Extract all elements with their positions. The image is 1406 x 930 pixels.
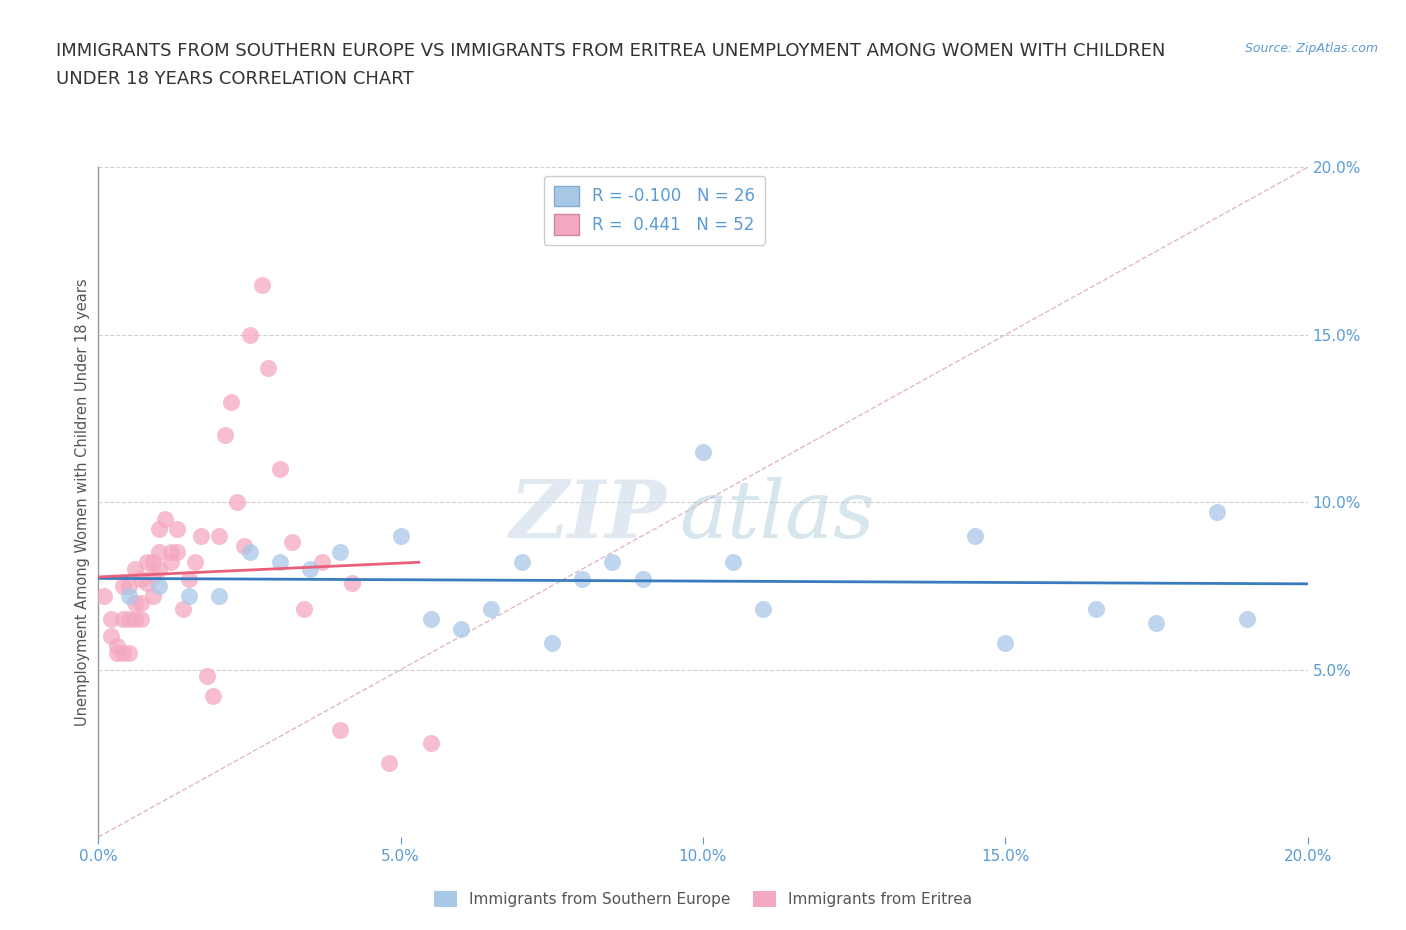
Point	[342, 575, 364, 590]
Point	[571, 572, 593, 587]
Point	[177, 589, 201, 604]
Point	[184, 555, 207, 570]
Point	[111, 612, 134, 627]
Point	[177, 572, 201, 587]
Point	[148, 562, 170, 577]
Point	[148, 578, 170, 593]
Point	[148, 545, 170, 560]
Point	[329, 545, 352, 560]
Point	[214, 428, 236, 443]
Legend: Immigrants from Southern Europe, Immigrants from Eritrea: Immigrants from Southern Europe, Immigra…	[427, 884, 979, 913]
Point	[208, 528, 231, 543]
Point	[269, 555, 291, 570]
Point	[1144, 616, 1167, 631]
Point	[1236, 612, 1258, 627]
Point	[256, 361, 278, 376]
Point	[111, 578, 134, 593]
Point	[129, 612, 152, 627]
Text: IMMIGRANTS FROM SOUTHERN EUROPE VS IMMIGRANTS FROM ERITREA UNEMPLOYMENT AMONG WO: IMMIGRANTS FROM SOUTHERN EUROPE VS IMMIG…	[56, 42, 1166, 60]
Point	[202, 689, 225, 704]
Point	[1085, 602, 1108, 617]
Point	[160, 545, 183, 560]
Point	[602, 555, 624, 570]
Point	[994, 635, 1017, 650]
Point	[377, 756, 399, 771]
Point	[419, 612, 441, 627]
Point	[292, 602, 315, 617]
Point	[118, 645, 141, 660]
Point	[105, 639, 128, 654]
Point	[239, 327, 262, 342]
Point	[269, 461, 291, 476]
Point	[166, 545, 188, 560]
Point	[135, 575, 157, 590]
Point	[142, 589, 165, 604]
Point	[1206, 505, 1229, 520]
Point	[510, 555, 533, 570]
Point	[172, 602, 194, 617]
Text: UNDER 18 YEARS CORRELATION CHART: UNDER 18 YEARS CORRELATION CHART	[56, 70, 413, 87]
Point	[153, 512, 176, 526]
Point	[232, 538, 254, 553]
Point	[142, 555, 165, 570]
Point	[299, 562, 322, 577]
Point	[389, 528, 412, 543]
Point	[124, 595, 146, 610]
Point	[118, 578, 141, 593]
Point	[100, 612, 122, 627]
Point	[118, 589, 141, 604]
Y-axis label: Unemployment Among Women with Children Under 18 years: Unemployment Among Women with Children U…	[75, 278, 90, 726]
Point	[250, 277, 273, 292]
Point	[100, 629, 122, 644]
Point	[450, 622, 472, 637]
Point	[105, 645, 128, 660]
Point	[118, 612, 141, 627]
Point	[481, 602, 503, 617]
Point	[124, 612, 146, 627]
Point	[142, 568, 165, 583]
Point	[311, 555, 333, 570]
Text: ZIP: ZIP	[510, 477, 666, 554]
Legend: R = -0.100   N = 26, R =  0.441   N = 52: R = -0.100 N = 26, R = 0.441 N = 52	[544, 176, 765, 245]
Text: atlas: atlas	[679, 477, 875, 554]
Point	[129, 595, 152, 610]
Point	[135, 555, 157, 570]
Point	[226, 495, 249, 510]
Point	[692, 445, 714, 459]
Point	[965, 528, 987, 543]
Point	[166, 522, 188, 537]
Point	[93, 589, 115, 604]
Point	[721, 555, 744, 570]
Point	[208, 589, 231, 604]
Point	[281, 535, 304, 550]
Point	[160, 555, 183, 570]
Point	[540, 635, 562, 650]
Point	[124, 562, 146, 577]
Point	[239, 545, 262, 560]
Point	[221, 394, 243, 409]
Text: Source: ZipAtlas.com: Source: ZipAtlas.com	[1244, 42, 1378, 55]
Point	[195, 669, 218, 684]
Point	[190, 528, 212, 543]
Point	[752, 602, 775, 617]
Point	[631, 572, 654, 587]
Point	[148, 522, 170, 537]
Point	[329, 723, 352, 737]
Point	[129, 572, 152, 587]
Point	[419, 736, 441, 751]
Point	[111, 645, 134, 660]
